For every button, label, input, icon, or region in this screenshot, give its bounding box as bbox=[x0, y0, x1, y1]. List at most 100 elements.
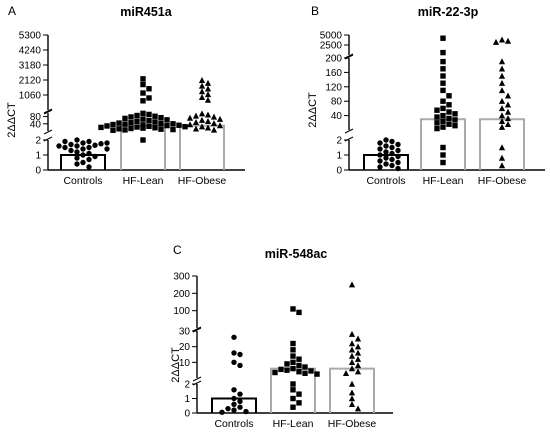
data-point-triangle bbox=[498, 72, 506, 79]
data-point-triangle bbox=[498, 58, 506, 65]
data-point-triangle bbox=[498, 154, 506, 161]
data-point-circle bbox=[389, 144, 395, 151]
data-point-triangle bbox=[210, 113, 218, 120]
data-point-circle bbox=[377, 152, 383, 158]
data-point-triangle bbox=[498, 118, 506, 125]
data-point-triangle bbox=[348, 401, 356, 407]
data-point-square bbox=[134, 124, 140, 130]
data-point-square bbox=[446, 93, 452, 99]
data-point-circle bbox=[389, 162, 395, 169]
data-point-triangle bbox=[504, 108, 512, 115]
data-point-circle bbox=[389, 156, 395, 163]
y-tick-label: 1 bbox=[35, 151, 41, 162]
data-point-square bbox=[140, 90, 146, 96]
data-point-square bbox=[134, 118, 140, 124]
data-point-square bbox=[440, 98, 446, 104]
data-point-square bbox=[440, 105, 446, 112]
data-point-circle bbox=[231, 395, 237, 402]
data-point-triangle bbox=[216, 122, 224, 129]
data-point-triangle bbox=[342, 370, 350, 376]
data-point-square bbox=[170, 126, 176, 133]
data-point-square bbox=[140, 122, 146, 128]
panel-letter: A bbox=[8, 4, 16, 18]
data-point-circle bbox=[377, 164, 383, 170]
data-point-circle bbox=[68, 141, 74, 148]
data-point-triangle bbox=[348, 330, 356, 337]
y-tick-label: 0 bbox=[35, 166, 41, 177]
panel-letter: B bbox=[311, 4, 319, 18]
y-tick-label: 5300 bbox=[19, 31, 42, 42]
data-point-triangle bbox=[210, 120, 218, 127]
data-point-triangle bbox=[498, 87, 506, 94]
data-point-square bbox=[116, 126, 122, 132]
y-axis-label: 2ΔΔCT bbox=[6, 102, 18, 138]
data-point-square bbox=[434, 114, 440, 120]
data-point-square bbox=[182, 123, 188, 130]
data-point-triangle bbox=[198, 110, 206, 117]
data-point-square bbox=[128, 114, 134, 120]
data-point-square bbox=[140, 137, 146, 143]
data-point-circle bbox=[74, 161, 80, 167]
data-point-triangle bbox=[186, 114, 194, 121]
data-point-square bbox=[434, 125, 440, 132]
chart-title: miR-22-3p bbox=[418, 5, 479, 19]
data-point-circle bbox=[62, 144, 68, 151]
data-point-triangle bbox=[186, 121, 194, 128]
data-point-circle bbox=[56, 143, 62, 149]
data-point-triangle bbox=[498, 105, 506, 112]
data-point-triangle bbox=[204, 124, 212, 131]
axis-break-mark bbox=[344, 128, 354, 134]
data-point-triangle bbox=[348, 359, 356, 366]
y-tick-label: 10 bbox=[179, 358, 191, 369]
data-point-square bbox=[170, 121, 176, 127]
data-point-square bbox=[440, 49, 446, 56]
data-point-square bbox=[296, 356, 302, 362]
data-point-circle bbox=[377, 146, 383, 152]
data-point-square bbox=[290, 306, 296, 312]
data-point-triangle bbox=[192, 125, 200, 132]
data-point-triangle bbox=[204, 96, 212, 103]
data-point-circle bbox=[98, 141, 104, 147]
y-tick-label: 80 bbox=[331, 97, 343, 108]
data-point-circle bbox=[389, 138, 395, 145]
data-point-square bbox=[158, 120, 164, 127]
data-point-circle bbox=[225, 405, 231, 412]
data-point-square bbox=[314, 371, 320, 377]
data-point-square bbox=[152, 113, 158, 119]
data-point-circle bbox=[383, 149, 389, 155]
data-point-square bbox=[440, 152, 446, 158]
y-tick-label: 2500 bbox=[320, 41, 343, 52]
data-point-square bbox=[308, 368, 314, 374]
data-point-square bbox=[290, 347, 296, 353]
data-point-square bbox=[440, 73, 446, 79]
data-point-square bbox=[296, 400, 302, 406]
data-point-square bbox=[128, 120, 134, 126]
data-point-triangle bbox=[354, 405, 362, 412]
data-point-circle bbox=[104, 140, 110, 146]
data-point-circle bbox=[395, 165, 401, 172]
data-point-square bbox=[104, 123, 110, 129]
data-point-triangle bbox=[498, 144, 506, 151]
y-tick-label: 2 bbox=[336, 136, 342, 147]
data-point-circle bbox=[80, 140, 86, 146]
y-tick-label: 2 bbox=[35, 136, 41, 147]
data-point-square bbox=[278, 366, 284, 373]
data-point-circle bbox=[86, 150, 92, 157]
data-point-square bbox=[290, 387, 296, 393]
data-point-triangle bbox=[210, 126, 218, 133]
data-point-triangle bbox=[498, 65, 506, 72]
data-point-circle bbox=[395, 159, 401, 166]
data-point-circle bbox=[219, 409, 225, 415]
data-point-circle bbox=[395, 147, 401, 154]
axis-break-mark bbox=[192, 376, 202, 382]
data-point-triangle bbox=[504, 101, 512, 108]
data-point-circle bbox=[80, 146, 86, 152]
data-point-square bbox=[146, 95, 152, 101]
x-category-label: HF-Obese bbox=[178, 175, 227, 187]
data-point-triangle bbox=[354, 349, 362, 356]
data-point-square bbox=[452, 111, 458, 117]
